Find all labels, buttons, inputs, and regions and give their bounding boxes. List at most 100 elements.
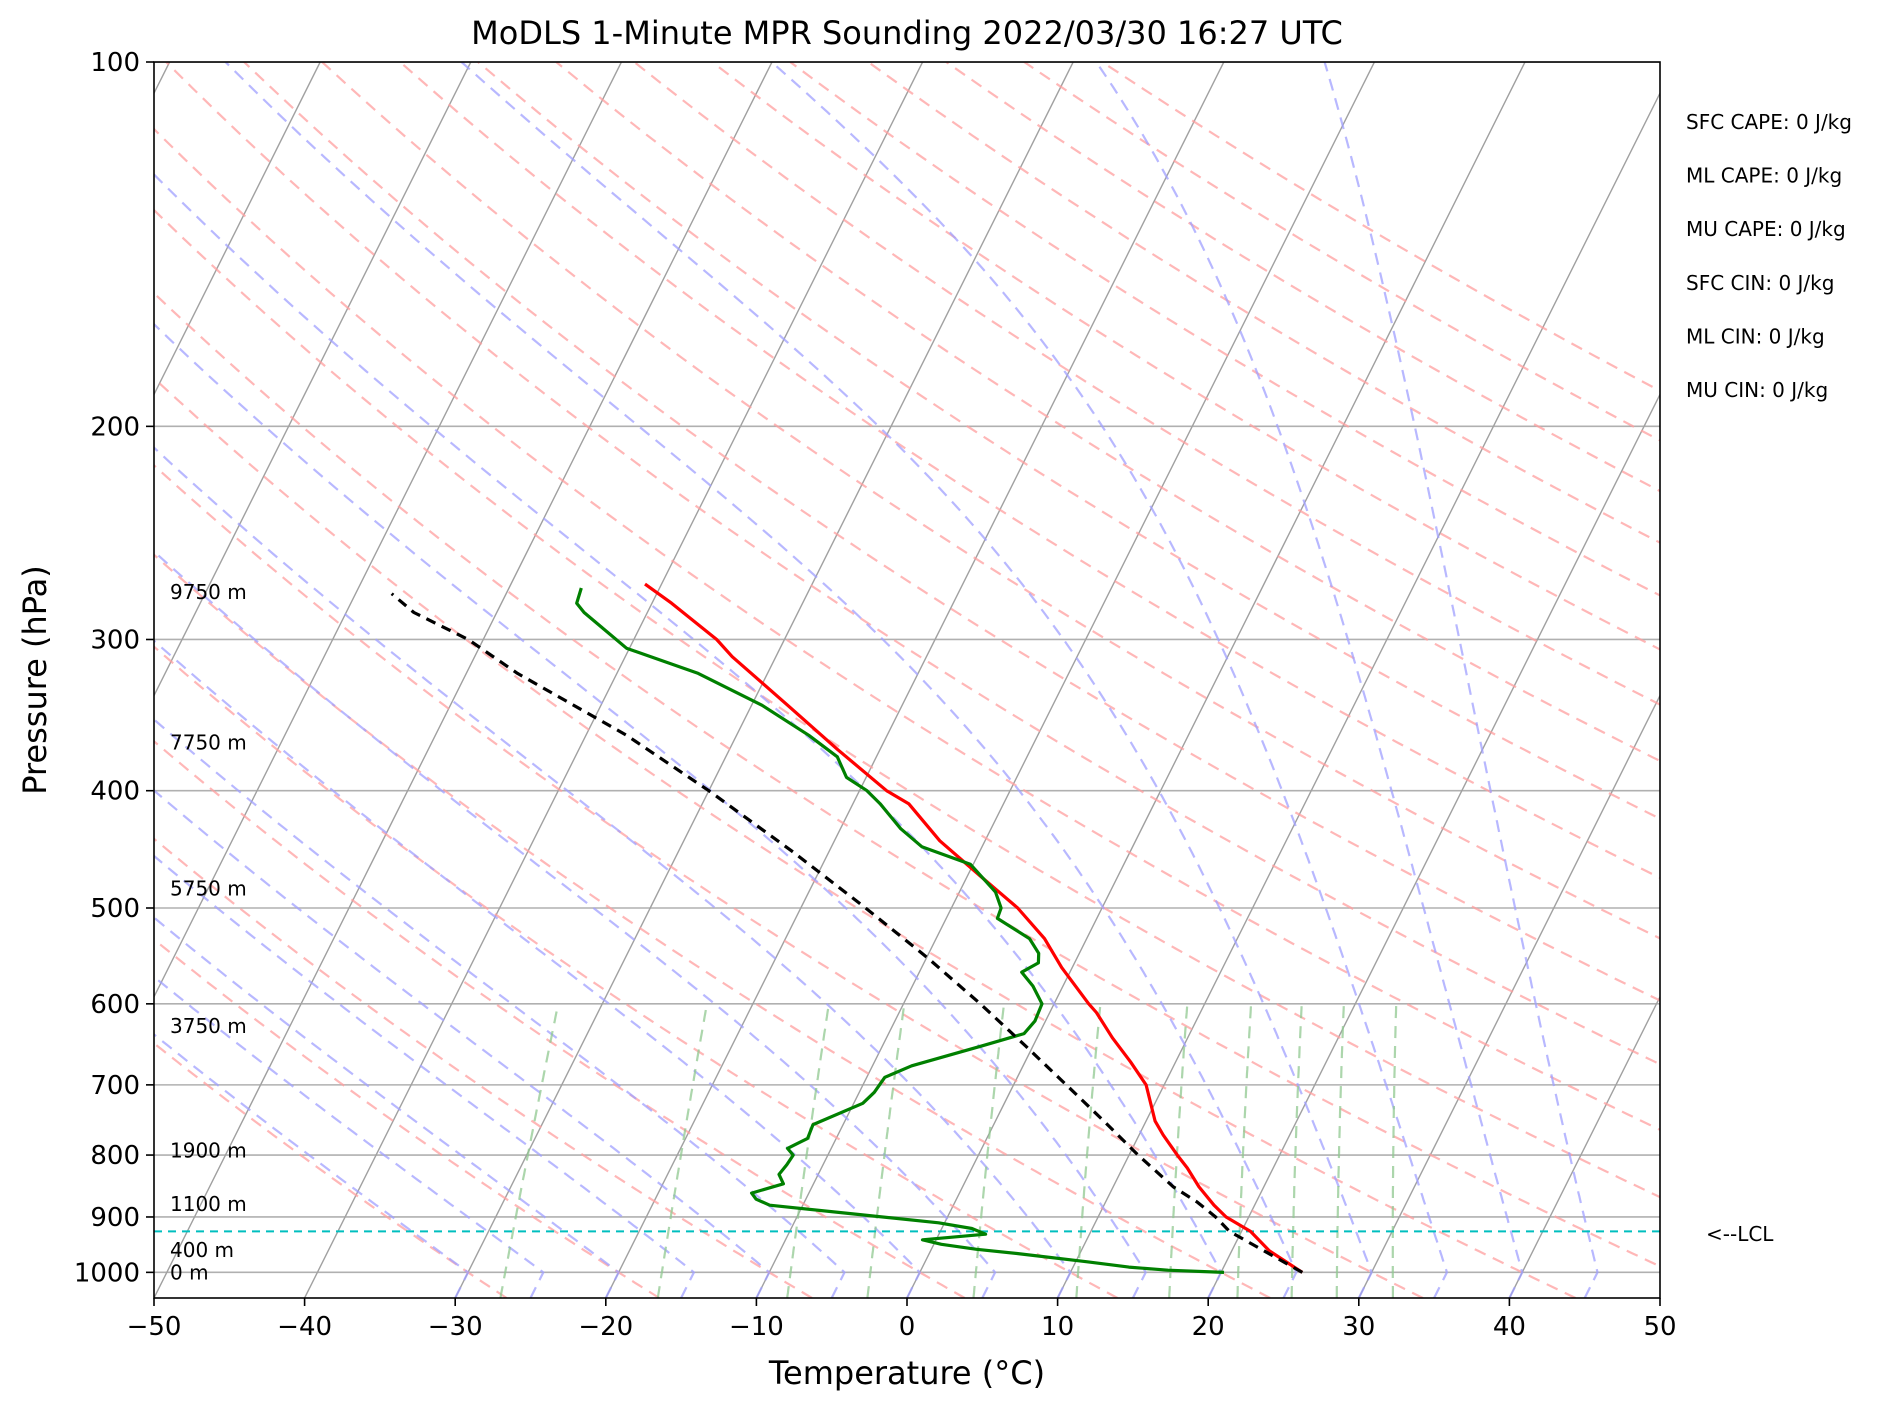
x-tick-label: 30 [1342, 1312, 1375, 1342]
moist-adiabat-line [154, 322, 1147, 1298]
index-label: SFC CIN: 0 J/kg [1686, 271, 1834, 295]
isotherm-line [154, 62, 321, 396]
dry-adiabat-line [789, 62, 1660, 597]
dry-adiabat-line [555, 62, 1660, 763]
parcel-profile [390, 592, 1304, 1274]
background-lines [154, 62, 1660, 1298]
x-tick-label: 20 [1192, 1312, 1225, 1342]
x-tick-label: 50 [1643, 1312, 1676, 1342]
x-tick-label: −20 [578, 1312, 633, 1342]
y-axis: 100 200 300 400 500 600 700 800 900 1000 [74, 48, 154, 1288]
index-label: MU CAPE: 0 J/kg [1686, 217, 1846, 241]
moist-adiabat-line [1095, 62, 1524, 1298]
mixing-ratio-line [972, 1003, 1006, 1298]
isotherm-line [906, 62, 1526, 1298]
height-labels: 9750 m 7750 m 5750 m 3750 m 1900 m 1100 m 400 … [170, 580, 247, 1285]
height-label: 9750 m [170, 580, 247, 604]
y-tick-label: 400 [90, 777, 140, 807]
mixing-ratio-line [1335, 1003, 1345, 1298]
height-label: 1100 m [170, 1192, 247, 1216]
index-label: ML CIN: 0 J/kg [1686, 324, 1825, 348]
isotherm-line [1358, 694, 1660, 1298]
y-tick-label: 1000 [74, 1258, 140, 1288]
dry-adiabat-line [154, 291, 1660, 1268]
series-lines [154, 582, 1660, 1274]
y-tick-label: 100 [90, 48, 140, 78]
height-label: 7750 m [170, 731, 247, 755]
mixing-ratio-line [1391, 1003, 1398, 1298]
dry-adiabat-line [243, 62, 1660, 1002]
isotherm-line [755, 62, 1376, 1298]
x-tick-label: 10 [1041, 1312, 1074, 1342]
y-tick-label: 700 [90, 1071, 140, 1101]
index-label: ML CAPE: 0 J/kg [1686, 164, 1842, 188]
mixing-ratio-line [656, 1003, 708, 1298]
y-tick-label: 900 [90, 1203, 140, 1233]
dry-adiabat-line [633, 62, 1660, 706]
index-label: SFC CAPE: 0 J/kg [1686, 110, 1852, 134]
y-tick-label: 500 [90, 894, 140, 924]
height-label: 1900 m [170, 1138, 247, 1162]
mixing-ratio-line [1075, 1003, 1102, 1298]
mixing-ratio-line [1290, 1003, 1303, 1298]
mixing-ratio-line [1236, 1003, 1253, 1298]
isotherm-line [1056, 91, 1660, 1298]
moist-adiabat-line [154, 718, 846, 1298]
moist-adiabat-line [224, 62, 1298, 1298]
mixing-ratio-line [866, 1003, 906, 1298]
stability-indices: SFC CAPE: 0 J/kg ML CAPE: 0 J/kg MU CAPE: … [1686, 110, 1852, 402]
height-label: 400 m [170, 1238, 234, 1262]
moist-adiabat-line [1323, 62, 1599, 1298]
x-axis: −50 −40 −30 −20 −10 0 10 20 30 40 50 [127, 1298, 1677, 1342]
moist-adiabat-line [770, 62, 1449, 1298]
moist-adiabat-line [154, 854, 696, 1298]
isotherm-line [1508, 995, 1660, 1298]
height-label: 3750 m [170, 1014, 247, 1038]
mixing-ratio-line [1168, 1003, 1189, 1298]
x-tick-label: −40 [277, 1312, 332, 1342]
y-tick-label: 600 [90, 990, 140, 1020]
y-axis-title: Pressure (hPa) [16, 565, 54, 795]
dry-adiabat-line [321, 62, 1660, 940]
isotherm-line [154, 62, 773, 1298]
moist-adiabat-line [460, 62, 1373, 1298]
dry-adiabat-line [399, 62, 1660, 880]
dry-adiabat-line [154, 739, 966, 1298]
dry-adiabat-line [154, 376, 1577, 1298]
height-label: 5750 m [170, 877, 247, 901]
dry-adiabat-line [154, 208, 1660, 1199]
x-tick-label: −30 [428, 1312, 483, 1342]
isotherm-line [605, 62, 1225, 1298]
y-tick-label: 300 [90, 625, 140, 655]
x-tick-label: 0 [899, 1312, 916, 1342]
isotherm-line [303, 62, 924, 1298]
dry-adiabat-line [154, 553, 1271, 1298]
temperature-profile [644, 582, 1304, 1274]
isotherm-line [454, 62, 1074, 1298]
isotherm-line [154, 62, 472, 698]
x-axis-title: Temperature (°C) [768, 1354, 1045, 1392]
index-label: MU CIN: 0 J/kg [1686, 378, 1828, 402]
moist-adiabat-line [154, 1032, 470, 1298]
dry-adiabat-line [154, 127, 1660, 1131]
moist-adiabat-line [154, 916, 620, 1298]
dry-adiabat-line [154, 463, 1424, 1298]
y-tick-label: 800 [90, 1141, 140, 1171]
moist-adiabat-line [154, 549, 997, 1298]
y-tick-label: 200 [90, 412, 140, 442]
moist-adiabat-line [154, 789, 771, 1298]
x-tick-label: −10 [729, 1312, 784, 1342]
x-tick-label: 40 [1493, 1312, 1526, 1342]
lcl-label: <--LCL [1706, 1222, 1774, 1246]
mixing-ratio-line [786, 1003, 830, 1298]
moist-adiabat-line [154, 639, 922, 1298]
moist-adiabat-line [154, 975, 545, 1298]
dry-adiabat-line [165, 62, 1660, 1066]
height-label: 0 m [170, 1260, 209, 1284]
isotherm-line [1207, 392, 1660, 1298]
mixing-ratio-line [499, 1003, 560, 1298]
isotherm-line [154, 62, 623, 999]
